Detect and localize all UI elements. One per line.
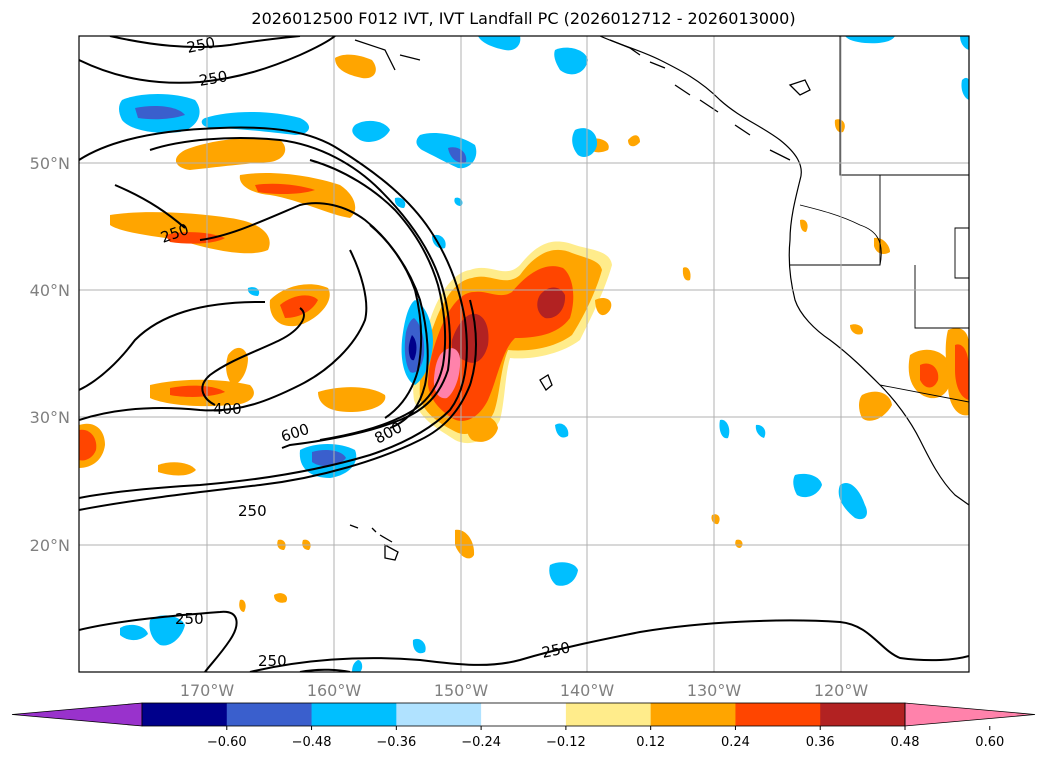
colorbar-tick-label: 0.24 xyxy=(721,735,750,750)
colorbar-segment xyxy=(481,703,567,726)
colorbar-segment xyxy=(820,703,906,726)
colorbar: −0.60 −0.48 −0.36 −0.24 −0.12 0.12 0.24 0.36 0.4… xyxy=(11,702,1036,750)
positive-blob-west-1 xyxy=(175,138,286,170)
colorbar-segment xyxy=(735,703,821,726)
borders xyxy=(790,36,969,403)
colorbar-tick-label: −0.24 xyxy=(461,735,501,750)
colorbar-tick-label: −0.12 xyxy=(546,735,586,750)
colorbar-max-extension xyxy=(904,702,1036,727)
colorbar-segment xyxy=(650,703,736,726)
lon-label: 160°W xyxy=(307,681,362,700)
colorbar-min-extension xyxy=(11,702,143,727)
lon-label: 170°W xyxy=(180,681,235,700)
lon-label: 150°W xyxy=(434,681,489,700)
contour-labels: 250 250 250 400 600 800 250 250 250 250 xyxy=(158,33,572,670)
colorbar-segment xyxy=(311,703,397,726)
ivt-shading xyxy=(79,36,969,672)
contour-label: 250 xyxy=(198,67,229,90)
colorbar-tick-label: 0.60 xyxy=(975,735,1004,750)
coastline xyxy=(349,36,969,561)
ivt-contours xyxy=(79,36,969,672)
colorbar-segment xyxy=(226,703,313,726)
lon-label: 130°W xyxy=(687,681,742,700)
lon-label: 140°W xyxy=(560,681,615,700)
contour-label: 400 xyxy=(213,400,242,418)
colorbar-tick-label: −0.36 xyxy=(376,735,416,750)
colorbar-tick-label: 0.48 xyxy=(891,735,920,750)
lat-label: 30°N xyxy=(30,408,70,427)
colorbar-tick-label: −0.60 xyxy=(207,735,247,750)
longitude-labels: 170°W 160°W 150°W 140°W 130°W 120°W xyxy=(180,681,869,700)
lat-label: 40°N xyxy=(30,281,70,300)
contour-label: 250 xyxy=(175,610,204,628)
map-title: 2026012500 F012 IVT, IVT Landfall PC (20… xyxy=(251,9,796,28)
lat-label: 20°N xyxy=(30,536,70,555)
colorbar-frame xyxy=(141,702,906,727)
colorbar-segment xyxy=(565,703,652,726)
map-frame xyxy=(78,35,970,673)
colorbar-tick-label: 0.12 xyxy=(636,735,665,750)
graticule xyxy=(79,36,969,672)
latitude-labels: 20°N 30°N 40°N 50°N xyxy=(30,154,70,555)
contour-label: 250 xyxy=(540,638,572,662)
contour-label: 250 xyxy=(238,502,267,520)
lat-label: 50°N xyxy=(30,154,70,173)
colorbar-segment xyxy=(142,703,228,726)
contour-label: 250 xyxy=(185,33,217,57)
colorbar-segment xyxy=(396,703,482,726)
colorbar-tick-label: 0.36 xyxy=(806,735,835,750)
positive-region-red xyxy=(428,266,574,421)
colorbar-tick-label: −0.48 xyxy=(292,735,332,750)
contour-label: 250 xyxy=(258,652,287,670)
positive-region-darkred-2 xyxy=(537,287,566,319)
lon-label: 120°W xyxy=(814,681,869,700)
